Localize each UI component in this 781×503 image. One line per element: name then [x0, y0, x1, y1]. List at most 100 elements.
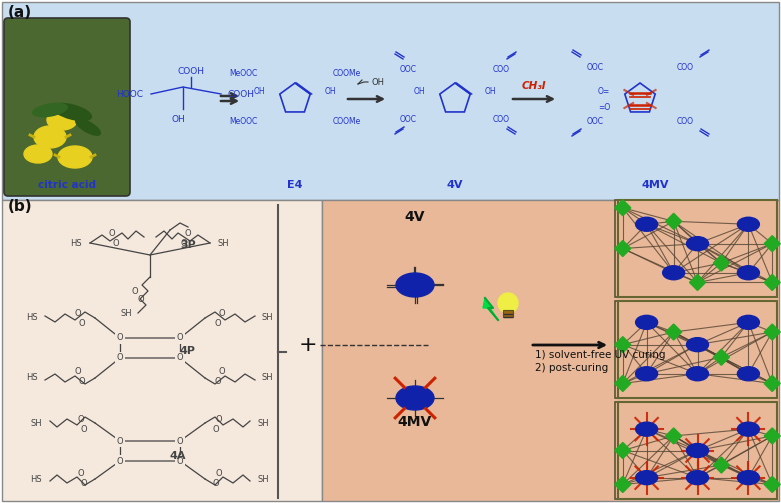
Text: O: O	[177, 354, 184, 363]
Text: O: O	[177, 333, 184, 343]
Text: O: O	[77, 468, 84, 477]
Text: 1) solvent-free UV curing: 1) solvent-free UV curing	[535, 350, 665, 360]
Polygon shape	[713, 349, 729, 365]
Text: OH: OH	[253, 87, 265, 96]
Text: HS: HS	[27, 374, 38, 382]
Ellipse shape	[24, 145, 52, 163]
Ellipse shape	[396, 273, 434, 297]
Text: (b): (b)	[8, 199, 33, 214]
Ellipse shape	[76, 119, 101, 135]
Text: SH: SH	[120, 308, 132, 317]
Text: MeOOC: MeOOC	[229, 68, 257, 77]
Polygon shape	[615, 443, 631, 459]
Text: COOMe: COOMe	[333, 117, 362, 126]
Text: HS: HS	[27, 313, 38, 322]
Polygon shape	[713, 255, 729, 271]
Ellipse shape	[34, 126, 66, 148]
Ellipse shape	[396, 386, 434, 410]
Polygon shape	[765, 476, 780, 492]
Text: SH: SH	[30, 418, 42, 428]
Text: 4MV: 4MV	[641, 180, 669, 190]
Polygon shape	[615, 476, 631, 492]
Text: O: O	[215, 377, 221, 386]
Text: COO: COO	[676, 117, 694, 126]
FancyBboxPatch shape	[615, 402, 777, 499]
Polygon shape	[690, 275, 705, 290]
FancyBboxPatch shape	[618, 402, 777, 499]
Text: O=: O=	[597, 87, 610, 96]
Text: O: O	[116, 437, 123, 446]
Text: O: O	[79, 377, 85, 386]
Ellipse shape	[636, 471, 658, 485]
Text: O: O	[75, 368, 81, 377]
Text: E4: E4	[287, 180, 303, 190]
FancyBboxPatch shape	[322, 200, 779, 501]
Polygon shape	[765, 428, 780, 444]
Text: citric acid: citric acid	[38, 180, 96, 190]
FancyBboxPatch shape	[618, 200, 777, 297]
Text: OH: OH	[485, 87, 497, 96]
Text: 4V: 4V	[405, 210, 425, 224]
Ellipse shape	[737, 315, 759, 329]
Polygon shape	[615, 240, 631, 257]
Text: OH: OH	[413, 87, 425, 96]
Ellipse shape	[498, 293, 518, 313]
Text: O: O	[177, 437, 184, 446]
Text: COOH: COOH	[228, 90, 255, 99]
Text: O: O	[180, 238, 187, 247]
Text: SH: SH	[218, 238, 230, 247]
Text: O: O	[109, 228, 116, 237]
Ellipse shape	[33, 103, 67, 117]
Text: SH: SH	[258, 474, 269, 483]
Text: OH: OH	[171, 115, 185, 124]
Text: O: O	[80, 425, 87, 434]
Text: O: O	[116, 354, 123, 363]
Text: OH: OH	[325, 87, 337, 96]
FancyBboxPatch shape	[615, 200, 777, 297]
Text: OOC: OOC	[400, 64, 417, 73]
Ellipse shape	[686, 236, 708, 250]
Ellipse shape	[58, 146, 92, 168]
FancyBboxPatch shape	[2, 2, 779, 200]
Ellipse shape	[737, 422, 759, 436]
Text: 4V: 4V	[447, 180, 463, 190]
Text: O: O	[131, 287, 138, 295]
FancyBboxPatch shape	[2, 200, 322, 501]
Ellipse shape	[662, 266, 685, 280]
FancyBboxPatch shape	[4, 18, 130, 196]
Text: O: O	[216, 468, 223, 477]
Text: MeOOC: MeOOC	[229, 117, 257, 126]
Text: O: O	[216, 414, 223, 424]
Text: O: O	[79, 319, 85, 328]
Polygon shape	[765, 235, 780, 252]
Ellipse shape	[686, 367, 708, 381]
Polygon shape	[615, 337, 631, 353]
Text: O: O	[184, 228, 191, 237]
Polygon shape	[665, 428, 682, 444]
Text: 3P: 3P	[180, 240, 196, 250]
Text: OOC: OOC	[587, 62, 604, 71]
Text: O: O	[116, 457, 123, 465]
Ellipse shape	[737, 367, 759, 381]
Text: O: O	[219, 368, 225, 377]
Polygon shape	[483, 298, 498, 320]
Text: O: O	[137, 294, 144, 303]
Ellipse shape	[636, 367, 658, 381]
Text: +: +	[298, 335, 317, 355]
Text: CH₃I: CH₃I	[522, 81, 547, 91]
FancyBboxPatch shape	[503, 310, 513, 317]
Ellipse shape	[636, 422, 658, 436]
Polygon shape	[665, 213, 682, 229]
Text: O: O	[80, 478, 87, 487]
Ellipse shape	[47, 110, 77, 130]
Ellipse shape	[737, 217, 759, 231]
FancyBboxPatch shape	[618, 301, 777, 398]
Text: HS: HS	[70, 238, 82, 247]
Text: O: O	[212, 478, 219, 487]
Polygon shape	[765, 275, 780, 290]
Text: HS: HS	[30, 474, 42, 483]
Text: HOOC: HOOC	[116, 90, 143, 99]
Polygon shape	[713, 457, 729, 473]
Text: COO: COO	[493, 64, 510, 73]
Text: O: O	[219, 309, 225, 318]
